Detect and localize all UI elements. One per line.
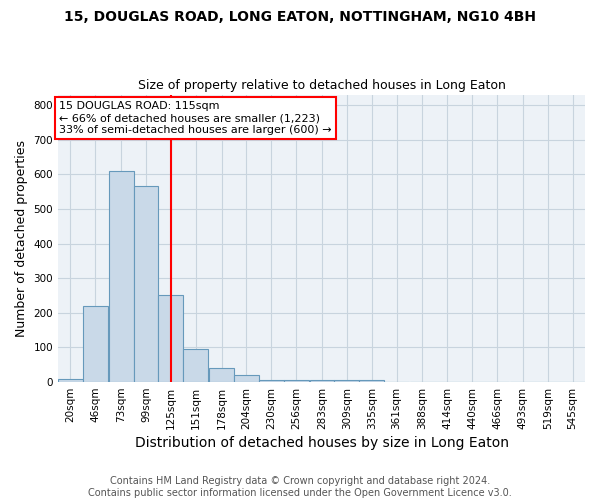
Bar bbox=[334, 380, 359, 382]
Bar bbox=[83, 306, 108, 382]
Bar bbox=[310, 380, 334, 382]
Text: 15 DOUGLAS ROAD: 115sqm
← 66% of detached houses are smaller (1,223)
33% of semi: 15 DOUGLAS ROAD: 115sqm ← 66% of detache… bbox=[59, 102, 332, 134]
Bar bbox=[259, 380, 284, 382]
Bar bbox=[58, 378, 83, 382]
Bar bbox=[209, 368, 234, 382]
Bar bbox=[359, 380, 384, 382]
Bar bbox=[284, 380, 308, 382]
Bar bbox=[234, 375, 259, 382]
Text: Contains HM Land Registry data © Crown copyright and database right 2024.
Contai: Contains HM Land Registry data © Crown c… bbox=[88, 476, 512, 498]
Bar bbox=[184, 349, 208, 382]
X-axis label: Distribution of detached houses by size in Long Eaton: Distribution of detached houses by size … bbox=[134, 436, 509, 450]
Bar bbox=[134, 186, 158, 382]
Title: Size of property relative to detached houses in Long Eaton: Size of property relative to detached ho… bbox=[137, 79, 505, 92]
Text: 15, DOUGLAS ROAD, LONG EATON, NOTTINGHAM, NG10 4BH: 15, DOUGLAS ROAD, LONG EATON, NOTTINGHAM… bbox=[64, 10, 536, 24]
Y-axis label: Number of detached properties: Number of detached properties bbox=[15, 140, 28, 337]
Bar bbox=[109, 171, 134, 382]
Bar bbox=[158, 296, 184, 382]
